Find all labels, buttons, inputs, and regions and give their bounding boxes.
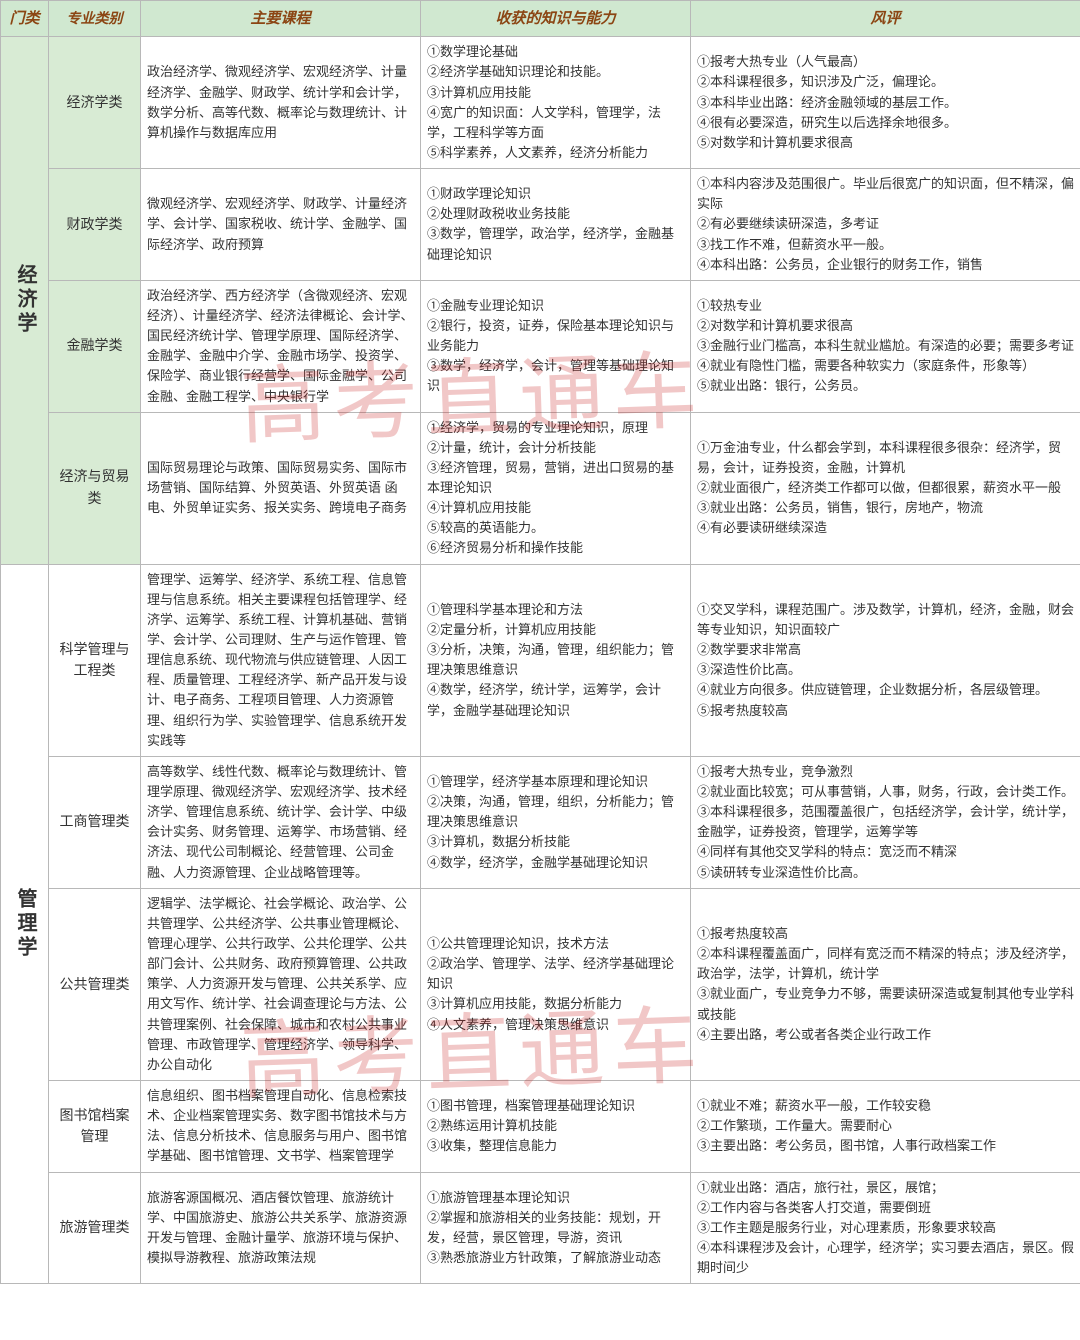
table-row: 经济与贸易类国际贸易理论与政策、国际贸易实务、国际市场营销、国际结算、外贸英语、… (1, 412, 1080, 564)
table-container: 高考直通车 高考直通车 门类 专业类别 主要课程 收获的知识与能力 风评 经济学… (0, 0, 1080, 1284)
major-cell: 图书馆档案管理 (49, 1081, 141, 1173)
courses-cell: 旅游客源国概况、酒店餐饮管理、旅游统计学、中国旅游史、旅游公共关系学、旅游资源开… (141, 1172, 421, 1284)
courses-cell: 微观经济学、宏观经济学、财政学、计量经济学、会计学、国家税收、统计学、金融学、国… (141, 169, 421, 281)
major-cell: 公共管理类 (49, 888, 141, 1080)
major-cell: 经济学类 (49, 37, 141, 169)
skills-cell: ①管理学，经济学基本原理和理论知识 ②决策，沟通，管理，组织，分析能力；管理决策… (421, 756, 691, 888)
category-cell: 经济学 (1, 37, 49, 564)
review-cell: ①报考大热专业（人气最高） ②本科课程很多，知识涉及广泛，偏理论。 ③本科毕业出… (691, 37, 1080, 169)
major-cell: 科学管理与工程类 (49, 564, 141, 756)
skills-cell: ①金融专业理论知识 ②银行，投资，证券，保险基本理论知识与业务能力 ③数学，经济… (421, 280, 691, 412)
table-row: 工商管理类高等数学、线性代数、概率论与数理统计、管理学原理、微观经济学、宏观经济… (1, 756, 1080, 888)
header-courses: 主要课程 (141, 1, 421, 37)
review-cell: ①较热专业 ②对数学和计算机要求很高 ③金融行业门槛高，本科生就业尴尬。有深造的… (691, 280, 1080, 412)
review-cell: ①本科内容涉及范围很广。毕业后很宽广的知识面，但不精深，偏实际 ②有必要继续读研… (691, 169, 1080, 281)
table-body: 经济学经济学类政治经济学、微观经济学、宏观经济学、计量经济学、金融学、财政学、统… (1, 37, 1080, 1284)
major-cell: 工商管理类 (49, 756, 141, 888)
category-cell: 管理学 (1, 564, 49, 1284)
courses-cell: 信息组织、图书档案管理自动化、信息检索技术、企业档案管理实务、数字图书馆技术与方… (141, 1081, 421, 1173)
major-cell: 旅游管理类 (49, 1172, 141, 1284)
skills-cell: ①经济学，贸易的专业理论知识，原理 ②计量，统计，会计分析技能 ③经济管理，贸易… (421, 412, 691, 564)
review-cell: ①万金油专业，什么都会学到，本科课程很多很杂：经济学，贸易，会计，证券投资，金融… (691, 412, 1080, 564)
major-cell: 金融学类 (49, 280, 141, 412)
major-cell: 财政学类 (49, 169, 141, 281)
header-row: 门类 专业类别 主要课程 收获的知识与能力 风评 (1, 1, 1080, 37)
skills-cell: ①管理科学基本理论和方法 ②定量分析，计算机应用技能 ③分析，决策，沟通，管理，… (421, 564, 691, 756)
table-row: 管理学科学管理与工程类管理学、运筹学、经济学、系统工程、信息管理与信息系统。相关… (1, 564, 1080, 756)
major-cell: 经济与贸易类 (49, 412, 141, 564)
table-row: 财政学类微观经济学、宏观经济学、财政学、计量经济学、会计学、国家税收、统计学、金… (1, 169, 1080, 281)
review-cell: ①报考热度较高 ②本科课程覆盖面广，同样有宽泛而不精深的特点；涉及经济学，政治学… (691, 888, 1080, 1080)
skills-cell: ①图书管理，档案管理基础理论知识 ②熟练运用计算机技能 ③收集，整理信息能力 (421, 1081, 691, 1173)
courses-cell: 管理学、运筹学、经济学、系统工程、信息管理与信息系统。相关主要课程包括管理学、经… (141, 564, 421, 756)
review-cell: ①就业不难；薪资水平一般，工作较安稳 ②工作繁琐，工作量大。需要耐心 ③主要出路… (691, 1081, 1080, 1173)
header-review: 风评 (691, 1, 1080, 37)
skills-cell: ①数学理论基础 ②经济学基础知识理论和技能。 ③计算机应用技能 ④宽广的知识面：… (421, 37, 691, 169)
review-cell: ①交叉学科，课程范围广。涉及数学，计算机，经济，金融，财会等专业知识，知识面较广… (691, 564, 1080, 756)
courses-cell: 国际贸易理论与政策、国际贸易实务、国际市场营销、国际结算、外贸英语、外贸英语 函… (141, 412, 421, 564)
header-major: 专业类别 (49, 1, 141, 37)
review-cell: ①就业出路：酒店，旅行社，景区，展馆； ②工作内容与各类客人打交道，需要倒班 ③… (691, 1172, 1080, 1284)
courses-cell: 高等数学、线性代数、概率论与数理统计、管理学原理、微观经济学、宏观经济学、技术经… (141, 756, 421, 888)
courses-cell: 政治经济学、微观经济学、宏观经济学、计量经济学、金融学、财政学、统计学和会计学，… (141, 37, 421, 169)
table-row: 金融学类政治经济学、西方经济学（含微观经济、宏观经济）、计量经济学、经济法律概论… (1, 280, 1080, 412)
skills-cell: ①公共管理理论知识，技术方法 ②政治学、管理学、法学、经济学基础理论知识 ③计算… (421, 888, 691, 1080)
header-skills: 收获的知识与能力 (421, 1, 691, 37)
table-row: 旅游管理类旅游客源国概况、酒店餐饮管理、旅游统计学、中国旅游史、旅游公共关系学、… (1, 1172, 1080, 1284)
table-row: 图书馆档案管理信息组织、图书档案管理自动化、信息检索技术、企业档案管理实务、数字… (1, 1081, 1080, 1173)
skills-cell: ①旅游管理基本理论知识 ②掌握和旅游相关的业务技能：规划，开发，经营，景区管理，… (421, 1172, 691, 1284)
table-row: 公共管理类逻辑学、法学概论、社会学概论、政治学、公共管理学、公共经济学、公共事业… (1, 888, 1080, 1080)
majors-table: 门类 专业类别 主要课程 收获的知识与能力 风评 经济学经济学类政治经济学、微观… (0, 0, 1080, 1284)
skills-cell: ①财政学理论知识 ②处理财政税收业务技能 ③数学，管理学，政治学，经济学，金融基… (421, 169, 691, 281)
header-category: 门类 (1, 1, 49, 37)
courses-cell: 逻辑学、法学概论、社会学概论、政治学、公共管理学、公共经济学、公共事业管理概论、… (141, 888, 421, 1080)
table-row: 经济学经济学类政治经济学、微观经济学、宏观经济学、计量经济学、金融学、财政学、统… (1, 37, 1080, 169)
review-cell: ①报考大热专业，竞争激烈 ②就业面比较宽；可从事营销，人事，财务，行政，会计类工… (691, 756, 1080, 888)
courses-cell: 政治经济学、西方经济学（含微观经济、宏观经济）、计量经济学、经济法律概论、会计学… (141, 280, 421, 412)
